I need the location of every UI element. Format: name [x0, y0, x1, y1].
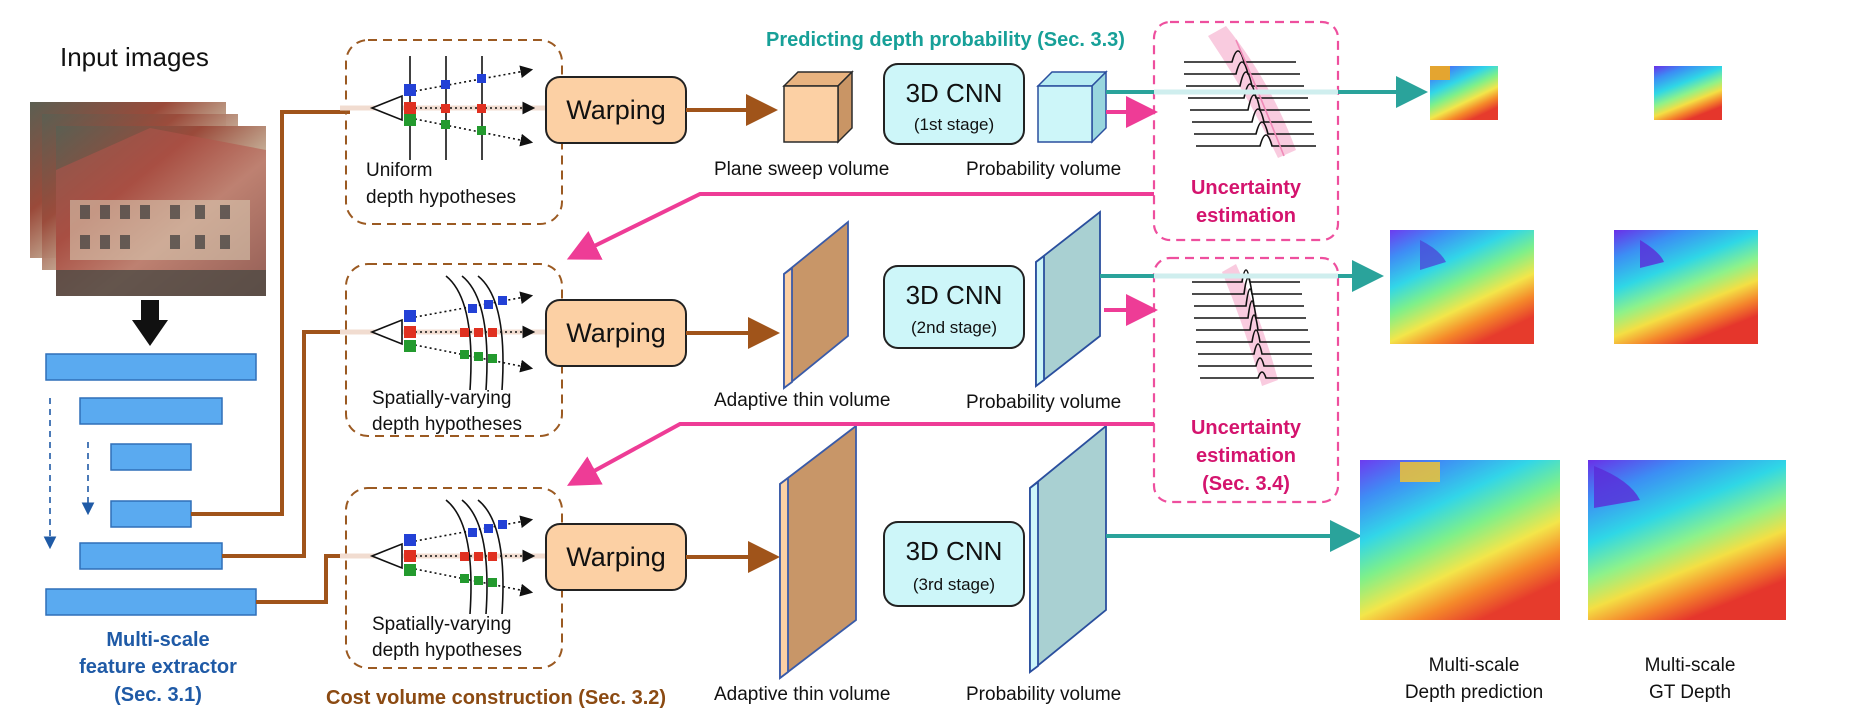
input-image-stack — [30, 102, 266, 296]
spatial-hypotheses-label-2b: depth hypotheses — [372, 640, 522, 661]
adaptive-thin-volume-2 — [779, 424, 857, 680]
cnn-stage-2: (2nd stage) — [911, 318, 997, 337]
gt-depth-label-2: GT Depth — [1649, 682, 1731, 703]
plane-sweep-volume-label: Plane sweep volume — [714, 159, 889, 180]
uncertainty-box-2 — [1152, 256, 1340, 504]
uncertainty-label-1a: Uncertainty — [1191, 177, 1302, 199]
cnn-box-3 — [883, 521, 1025, 607]
depth-prediction-large — [1360, 460, 1560, 620]
feature-bar-3 — [110, 443, 192, 471]
feature-bar-2 — [79, 397, 223, 425]
cnn-label-3: 3D CNN — [906, 536, 1003, 566]
gt-depth-label-1: Multi-scale — [1645, 655, 1736, 676]
cnn-box-1 — [883, 63, 1025, 145]
spatial-hypotheses-graphic-1 — [340, 275, 545, 391]
depth-prediction-medium — [1390, 230, 1534, 344]
probability-volume-2 — [1035, 210, 1101, 388]
warping-arrows — [686, 94, 780, 573]
uniform-hypotheses-label-1: Uniform — [366, 160, 433, 181]
spatial-hypotheses-label-1b: depth hypotheses — [372, 414, 522, 435]
feature-bar-5 — [79, 542, 223, 570]
uniform-hypotheses-label-2: depth hypotheses — [366, 187, 516, 208]
depth-prediction-small — [1430, 66, 1498, 120]
feature-extractor-label-3: (Sec. 3.1) — [114, 684, 202, 706]
probability-volume-3 — [1029, 424, 1107, 674]
cost-volume-title: Cost volume construction (Sec. 3.2) — [326, 687, 666, 709]
depth-prediction-label-1: Multi-scale — [1429, 655, 1520, 676]
feature-connectors — [191, 110, 350, 604]
uncertainty-label-1b: estimation — [1196, 205, 1296, 227]
probability-volume-label-3: Probability volume — [966, 684, 1121, 705]
uncertainty-sec-label: (Sec. 3.4) — [1202, 473, 1290, 495]
gt-depth-small — [1654, 66, 1722, 120]
predicting-depth-title: Predicting depth probability (Sec. 3.3) — [766, 29, 1125, 51]
uncertainty-label-2a: Uncertainty — [1191, 417, 1302, 439]
probability-volume-1 — [1036, 70, 1108, 144]
feature-bar-6 — [45, 588, 257, 616]
uncertainty-box-1 — [1152, 20, 1340, 242]
adaptive-thin-volume-1 — [783, 220, 849, 390]
cnn-label-1: 3D CNN — [906, 78, 1003, 108]
cnn-box-2 — [883, 265, 1025, 349]
feature-bar-4 — [110, 500, 192, 528]
depth-prediction-label-2: Depth prediction — [1405, 682, 1543, 703]
gt-depth-large — [1588, 460, 1786, 620]
warping-label-1: Warping — [566, 95, 666, 125]
gt-depth-medium — [1614, 230, 1758, 344]
probability-volume-label-2: Probability volume — [966, 392, 1121, 413]
probability-volume-label-1: Probability volume — [966, 159, 1121, 180]
warping-label-2: Warping — [566, 318, 666, 348]
feature-extractor — [43, 353, 257, 616]
adaptive-thin-volume-label-2: Adaptive thin volume — [714, 684, 890, 705]
uniform-hypotheses-graphic — [340, 56, 545, 160]
hypothesis-box-2 — [345, 263, 563, 437]
feature-extractor-label-1: Multi-scale — [106, 629, 209, 651]
uncertainty-distribution-2 — [1192, 264, 1314, 386]
cnn-label-2: 3D CNN — [906, 280, 1003, 310]
feature-bar-1 — [45, 353, 257, 381]
teal-arrows — [1100, 76, 1428, 552]
spatial-hypotheses-graphic-2 — [340, 499, 545, 615]
pink-arrows — [566, 96, 1158, 486]
uncertainty-label-2b: estimation — [1196, 445, 1296, 467]
input-images-title: Input images — [60, 42, 209, 72]
feature-extractor-label-2: feature extractor — [79, 656, 237, 678]
cnn-stage-3: (3rd stage) — [913, 575, 995, 594]
plane-sweep-volume — [782, 70, 854, 144]
spatial-hypotheses-label-2a: Spatially-varying — [372, 614, 511, 635]
adaptive-thin-volume-label-1: Adaptive thin volume — [714, 390, 890, 411]
cnn-stage-1: (1st stage) — [914, 115, 994, 134]
spatial-hypotheses-label-1a: Spatially-varying — [372, 388, 511, 409]
warping-label-3: Warping — [566, 542, 666, 572]
down-arrow-icon — [132, 300, 168, 346]
